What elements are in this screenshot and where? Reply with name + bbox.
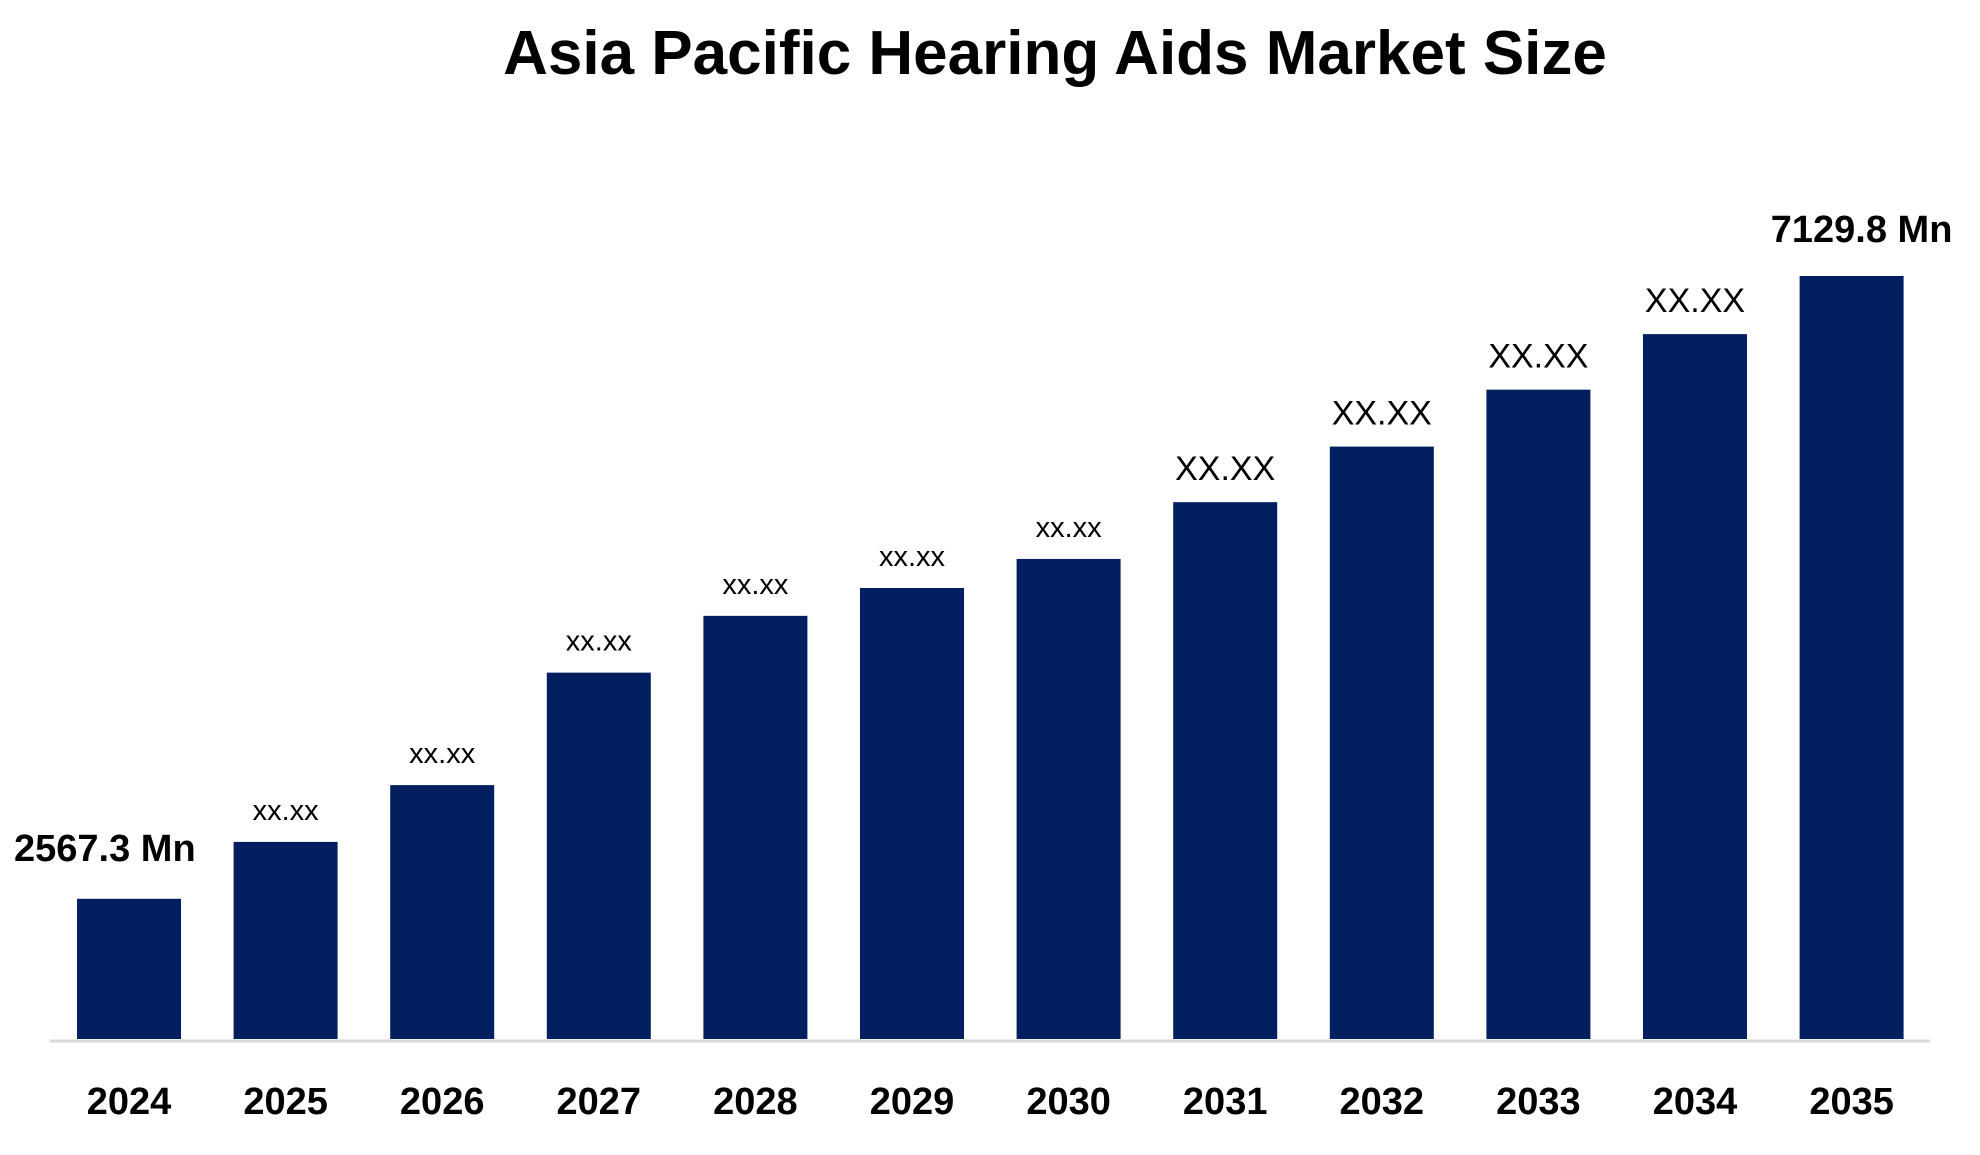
- x-tick-label-2029: 2029: [870, 1081, 955, 1123]
- bar-2029: [860, 588, 964, 1039]
- data-label-2033: XX.XX: [1488, 338, 1588, 376]
- x-tick-label-2026: 2026: [400, 1081, 485, 1123]
- x-tick-label-2031: 2031: [1183, 1081, 1268, 1123]
- data-label-2024: 2567.3 Mn: [14, 828, 196, 870]
- data-label-2031: XX.XX: [1175, 450, 1275, 488]
- data-label-2025: xx.xx: [253, 795, 320, 827]
- data-label-2035: 7129.8 Mn: [1771, 209, 1953, 251]
- bar-2033: [1486, 389, 1591, 1040]
- data-label-2029: xx.xx: [879, 541, 946, 573]
- x-tick-label-2025: 2025: [243, 1081, 328, 1123]
- bar-2025: [233, 841, 338, 1039]
- x-tick-label-2028: 2028: [713, 1081, 798, 1123]
- x-tick-label-2035: 2035: [1809, 1081, 1894, 1123]
- bar-2030: [1016, 558, 1121, 1039]
- x-tick-label-2034: 2034: [1653, 1081, 1738, 1123]
- x-tick-label-2030: 2030: [1026, 1081, 1111, 1123]
- x-tick-label-2033: 2033: [1496, 1081, 1581, 1123]
- x-tick-label-2024: 2024: [87, 1081, 172, 1123]
- bar-2034: [1643, 334, 1747, 1040]
- bar-2035: [1799, 276, 1904, 1039]
- data-label-2032: XX.XX: [1332, 395, 1432, 433]
- bar-2032: [1329, 446, 1434, 1040]
- chart-title: Asia Pacific Hearing Aids Market Size: [503, 19, 1607, 88]
- data-label-2034: XX.XX: [1645, 282, 1745, 320]
- bar-2028: [703, 615, 808, 1039]
- bar-2031: [1173, 502, 1278, 1040]
- x-tick-label-2032: 2032: [1340, 1081, 1425, 1123]
- data-label-2028: xx.xx: [722, 569, 789, 601]
- data-label-2026: xx.xx: [409, 738, 476, 770]
- x-tick-label-2027: 2027: [557, 1081, 642, 1123]
- bar-2024: [77, 898, 181, 1039]
- bar-2026: [390, 785, 495, 1039]
- data-label-2030: xx.xx: [1036, 512, 1103, 544]
- bar-2027: [546, 672, 651, 1039]
- data-label-2027: xx.xx: [566, 626, 633, 658]
